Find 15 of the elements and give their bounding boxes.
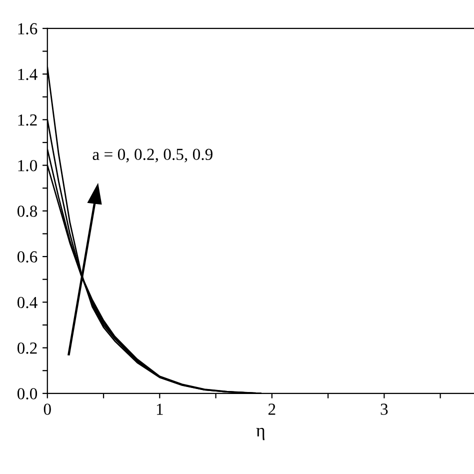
- x-axis-title: η: [256, 428, 264, 440]
- y-tick-label: 0.6: [17, 251, 38, 263]
- x-tick-label: 0: [44, 404, 51, 415]
- y-tick-label: 0.4: [17, 296, 38, 308]
- y-tick-label: 1.6: [18, 23, 38, 34]
- y-tick-label: 0.0: [17, 388, 38, 400]
- x-tick-label: 2: [268, 404, 276, 415]
- x-tick-label: 3: [380, 404, 388, 415]
- x-tick-label: 1: [156, 404, 163, 415]
- annotation: a = 0, 0.2, 0.5, 0.9: [92, 148, 212, 162]
- y-tick-label: 0.2: [17, 342, 37, 354]
- y-tick-label: 1.4: [18, 68, 38, 80]
- y-tick-label: 1.2: [18, 114, 37, 126]
- y-tick-label: 0.8: [17, 206, 38, 217]
- y-tick-label: 1.0: [18, 160, 38, 172]
